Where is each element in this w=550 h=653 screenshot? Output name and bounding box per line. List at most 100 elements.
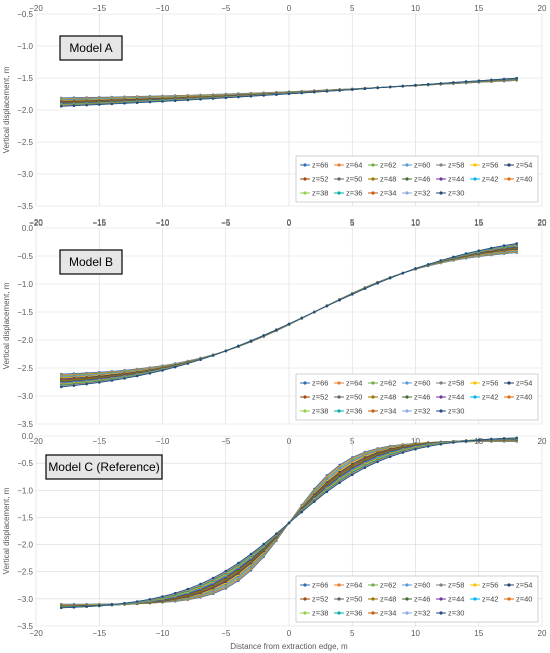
legend-item: z=42 xyxy=(470,175,498,184)
legend-label: z=38 xyxy=(312,407,328,416)
legend-label: z=54 xyxy=(516,581,532,590)
legend-swatch-marker xyxy=(439,381,443,385)
series-marker xyxy=(325,490,329,494)
legend-item: z=54 xyxy=(504,581,532,590)
legend-swatch-marker xyxy=(371,409,375,413)
series-marker xyxy=(300,91,304,95)
legend-item: z=58 xyxy=(436,581,464,590)
x-tick-label: 5 xyxy=(350,218,355,227)
series-marker xyxy=(72,606,76,609)
legend-swatch-marker xyxy=(303,611,307,615)
model-title-box xyxy=(45,454,163,480)
legend-label: z=48 xyxy=(380,175,396,184)
series-marker xyxy=(464,439,468,443)
series-marker xyxy=(426,445,430,448)
legend-swatch-marker xyxy=(405,163,409,167)
x-tick-label: 20 xyxy=(538,629,547,638)
legend-label: z=46 xyxy=(414,595,430,604)
series-marker xyxy=(199,97,202,101)
legend-item: z=40 xyxy=(504,175,532,184)
series-marker xyxy=(148,598,152,601)
x-tick-label-bottom: −10 xyxy=(156,219,170,228)
legend-swatch-marker xyxy=(303,597,307,601)
x-tick-label: 0 xyxy=(287,629,292,638)
model-title: Model A xyxy=(69,41,112,55)
y-tick-label: −3.0 xyxy=(17,392,33,401)
legend-label: z=58 xyxy=(448,379,464,388)
series-marker xyxy=(110,379,114,382)
model-title: Model C (Reference) xyxy=(48,460,159,474)
legend-item: z=42 xyxy=(470,393,498,402)
series-marker xyxy=(98,604,101,607)
series-marker xyxy=(262,542,266,546)
x-tick-label: 20 xyxy=(538,4,547,13)
x-tick-label-bottom: 10 xyxy=(411,219,420,228)
legend-label: z=42 xyxy=(482,595,498,604)
legend-item: z=30 xyxy=(436,609,464,618)
series-marker xyxy=(426,83,430,86)
legend-item: z=56 xyxy=(470,161,498,170)
legend-swatch-marker xyxy=(473,597,477,601)
legend-label: z=38 xyxy=(312,609,328,618)
legend-swatch-marker xyxy=(405,583,409,587)
legend-label: z=48 xyxy=(380,393,396,402)
series-marker xyxy=(186,98,190,102)
series-z=30 xyxy=(60,242,518,389)
legend-label: z=50 xyxy=(346,595,362,604)
x-tick-label-bottom: 5 xyxy=(350,219,355,228)
legend-swatch-marker xyxy=(405,611,409,615)
x-tick-label: 10 xyxy=(411,629,420,638)
legend-label: z=44 xyxy=(448,175,464,184)
y-tick-label: −3.0 xyxy=(17,595,33,604)
x-tick-label-bottom: −15 xyxy=(92,219,106,228)
series-marker xyxy=(224,569,228,573)
series-marker xyxy=(502,77,506,81)
legend-label: z=52 xyxy=(312,595,328,604)
series-marker xyxy=(464,252,468,255)
y-tick-label: −2.5 xyxy=(17,568,33,577)
legend-swatch-marker xyxy=(371,381,375,385)
series-marker xyxy=(477,249,481,252)
series-marker xyxy=(85,103,88,107)
series-marker xyxy=(300,316,304,320)
legend-item: z=62 xyxy=(368,379,396,388)
legend-swatch-marker xyxy=(473,395,477,399)
legend-swatch-marker xyxy=(337,381,341,385)
legend-label: z=32 xyxy=(414,609,430,618)
legend-item: z=34 xyxy=(368,189,396,198)
legend-swatch-marker xyxy=(371,611,375,615)
legend-swatch-marker xyxy=(303,191,307,195)
legend-swatch-marker xyxy=(371,583,375,587)
legend-item: z=46 xyxy=(402,595,430,604)
legend-item: z=66 xyxy=(300,581,328,590)
legend-swatch-marker xyxy=(405,597,409,601)
series-marker xyxy=(249,339,253,343)
legend-item: z=52 xyxy=(300,393,328,402)
series-marker xyxy=(262,94,266,97)
series-marker xyxy=(376,281,379,285)
series-marker xyxy=(452,81,455,84)
model-title: Model B xyxy=(69,255,113,269)
legend-item: z=58 xyxy=(436,379,464,388)
series-marker xyxy=(237,95,240,99)
legend-item: z=38 xyxy=(300,609,328,618)
legend-swatch-marker xyxy=(303,163,307,167)
legend-label: z=56 xyxy=(482,581,498,590)
legend-item: z=36 xyxy=(334,609,362,618)
series-marker xyxy=(249,94,253,98)
legend: z=66 z=64 z=62 z=60 z=58 z=56 z=54 z=52 z=50 z=48… xyxy=(295,155,539,203)
legend-swatch-marker xyxy=(337,597,341,601)
series-marker xyxy=(199,582,202,586)
legend-swatch-marker xyxy=(405,191,409,195)
x-tick-label: 20 xyxy=(538,218,547,227)
legend-item: z=62 xyxy=(368,581,396,590)
y-tick-label: −1.0 xyxy=(17,280,33,289)
legend-swatch-marker xyxy=(473,163,477,167)
legend-label: z=42 xyxy=(482,175,498,184)
x-tick-label: −5 xyxy=(221,4,231,13)
legend-label: z=64 xyxy=(346,161,362,170)
legend-item: z=58 xyxy=(436,161,464,170)
series-marker xyxy=(414,447,417,451)
legend-label: z=46 xyxy=(414,393,430,402)
series-marker xyxy=(477,79,481,83)
